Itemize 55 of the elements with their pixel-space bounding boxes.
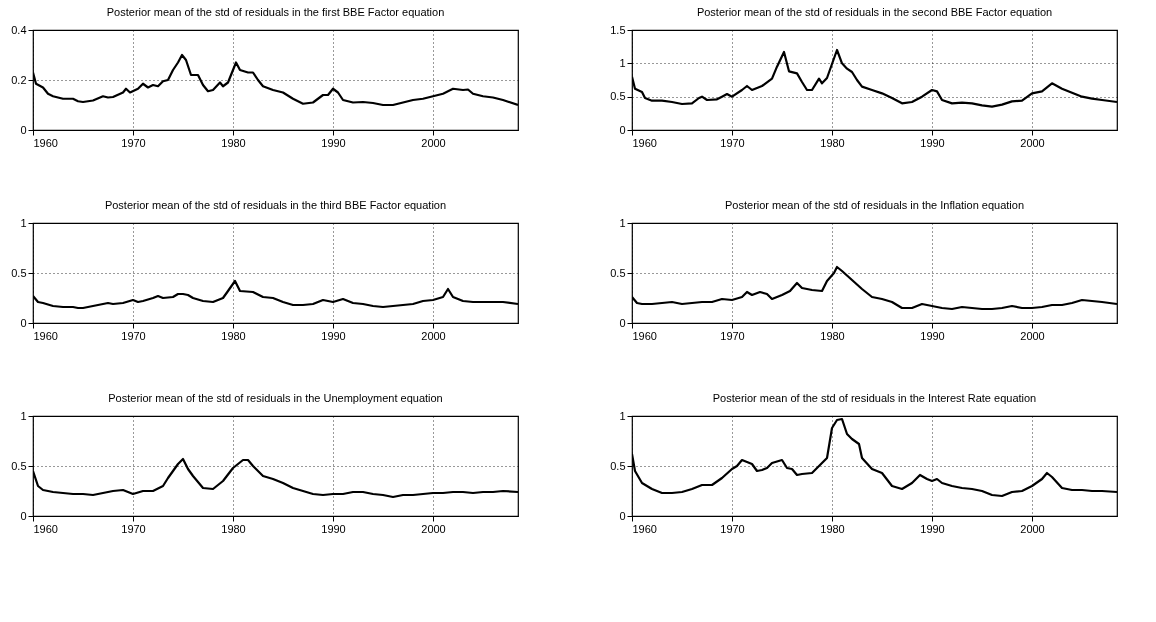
y-tick-label: 1 <box>20 216 27 229</box>
x-tick-label: 1980 <box>221 136 246 149</box>
x-tick-label: 1960 <box>33 329 58 342</box>
y-tick-label: 0.4 <box>11 23 27 36</box>
x-tick-label: 1990 <box>321 522 346 535</box>
x-tick-label: 1980 <box>221 522 246 535</box>
x-tick-label: 2000 <box>1020 329 1045 342</box>
y-tick-label: 0 <box>20 316 27 329</box>
chart-title: Posterior mean of the std of residuals in the Unemployment equation <box>108 392 443 404</box>
x-tick-label: 1980 <box>820 136 845 149</box>
y-tick-label: 0 <box>619 509 626 522</box>
y-tick-label: 0.5 <box>610 459 626 472</box>
x-tick-label: 1960 <box>632 522 657 535</box>
x-tick-label: 1960 <box>33 136 58 149</box>
y-tick-label: 1 <box>619 216 626 229</box>
x-tick-label: 1970 <box>121 329 146 342</box>
y-tick-label: 0 <box>619 316 626 329</box>
x-tick-label: 2000 <box>421 522 446 535</box>
y-tick-label: 0.5 <box>11 266 27 279</box>
x-tick-label: 2000 <box>421 329 446 342</box>
y-tick-label: 0 <box>20 509 27 522</box>
y-tick-label: 0.5 <box>610 90 626 103</box>
x-tick-label: 1980 <box>820 522 845 535</box>
y-tick-label: 1 <box>619 409 626 422</box>
chart-title: Posterior mean of the std of residuals in the third BBE Factor equation <box>104 199 447 211</box>
x-tick-label: 1960 <box>632 136 657 149</box>
x-tick-label: 2000 <box>1020 136 1045 149</box>
y-tick-label: 0.2 <box>11 73 27 86</box>
y-tick-label: 0.5 <box>610 266 626 279</box>
x-tick-label: 1970 <box>121 522 146 535</box>
x-tick-label: 1970 <box>720 136 745 149</box>
x-tick-label: 1970 <box>720 522 745 535</box>
x-tick-label: 1990 <box>920 522 945 535</box>
y-tick-label: 0 <box>619 123 626 136</box>
x-tick-label: 1970 <box>121 136 146 149</box>
y-tick-label: 1 <box>619 56 626 69</box>
chart-title: Posterior mean of the std of residuals in the second BBE Factor equation <box>696 6 1053 18</box>
x-tick-label: 1980 <box>820 329 845 342</box>
x-tick-label: 1960 <box>33 522 58 535</box>
x-tick-label: 2000 <box>421 136 446 149</box>
x-tick-label: 1980 <box>221 329 246 342</box>
x-tick-label: 2000 <box>1020 522 1045 535</box>
y-tick-label: 0 <box>20 123 27 136</box>
x-tick-label: 1960 <box>632 329 657 342</box>
x-tick-label: 1970 <box>720 329 745 342</box>
chart-title: Posterior mean of the std of residuals in the Inflation equation <box>724 199 1025 211</box>
y-tick-label: 0.5 <box>11 459 27 472</box>
x-tick-label: 1990 <box>920 329 945 342</box>
chart-title: Posterior mean of the std of residuals in the first BBE Factor equation <box>106 6 445 18</box>
y-tick-label: 1.5 <box>610 23 626 36</box>
x-tick-label: 1990 <box>321 329 346 342</box>
x-tick-label: 1990 <box>321 136 346 149</box>
y-tick-label: 1 <box>20 409 27 422</box>
x-tick-label: 1990 <box>920 136 945 149</box>
chart-title: Posterior mean of the std of residuals in the Interest Rate equation <box>712 392 1037 404</box>
